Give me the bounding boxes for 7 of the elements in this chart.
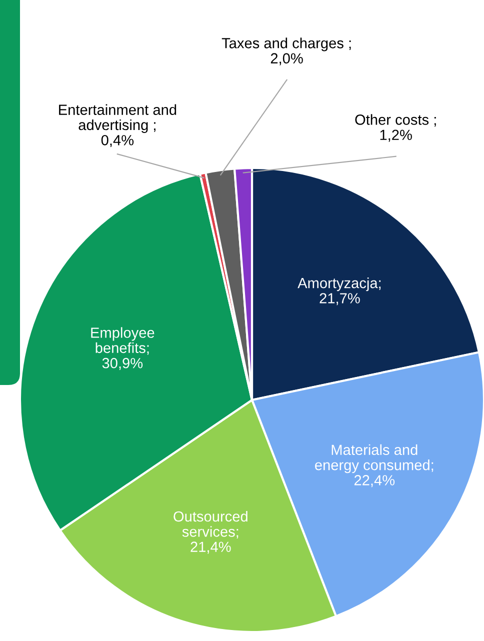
slice-label: Employee benefits; 30,9% [91,327,154,370]
slice-label: Entertainment and advertising ; 0,4% [59,104,176,148]
slice-label: Outsourced services; 21,4% [174,510,248,554]
slice-label: Taxes and charges ; 2,0% [222,38,351,66]
slice-label: Amortyzacja; 21,7% [298,278,381,306]
slice-label: Materials and energy consumed; 22,4% [315,444,434,488]
slice-label: Other costs ; 1,2% [355,114,436,142]
